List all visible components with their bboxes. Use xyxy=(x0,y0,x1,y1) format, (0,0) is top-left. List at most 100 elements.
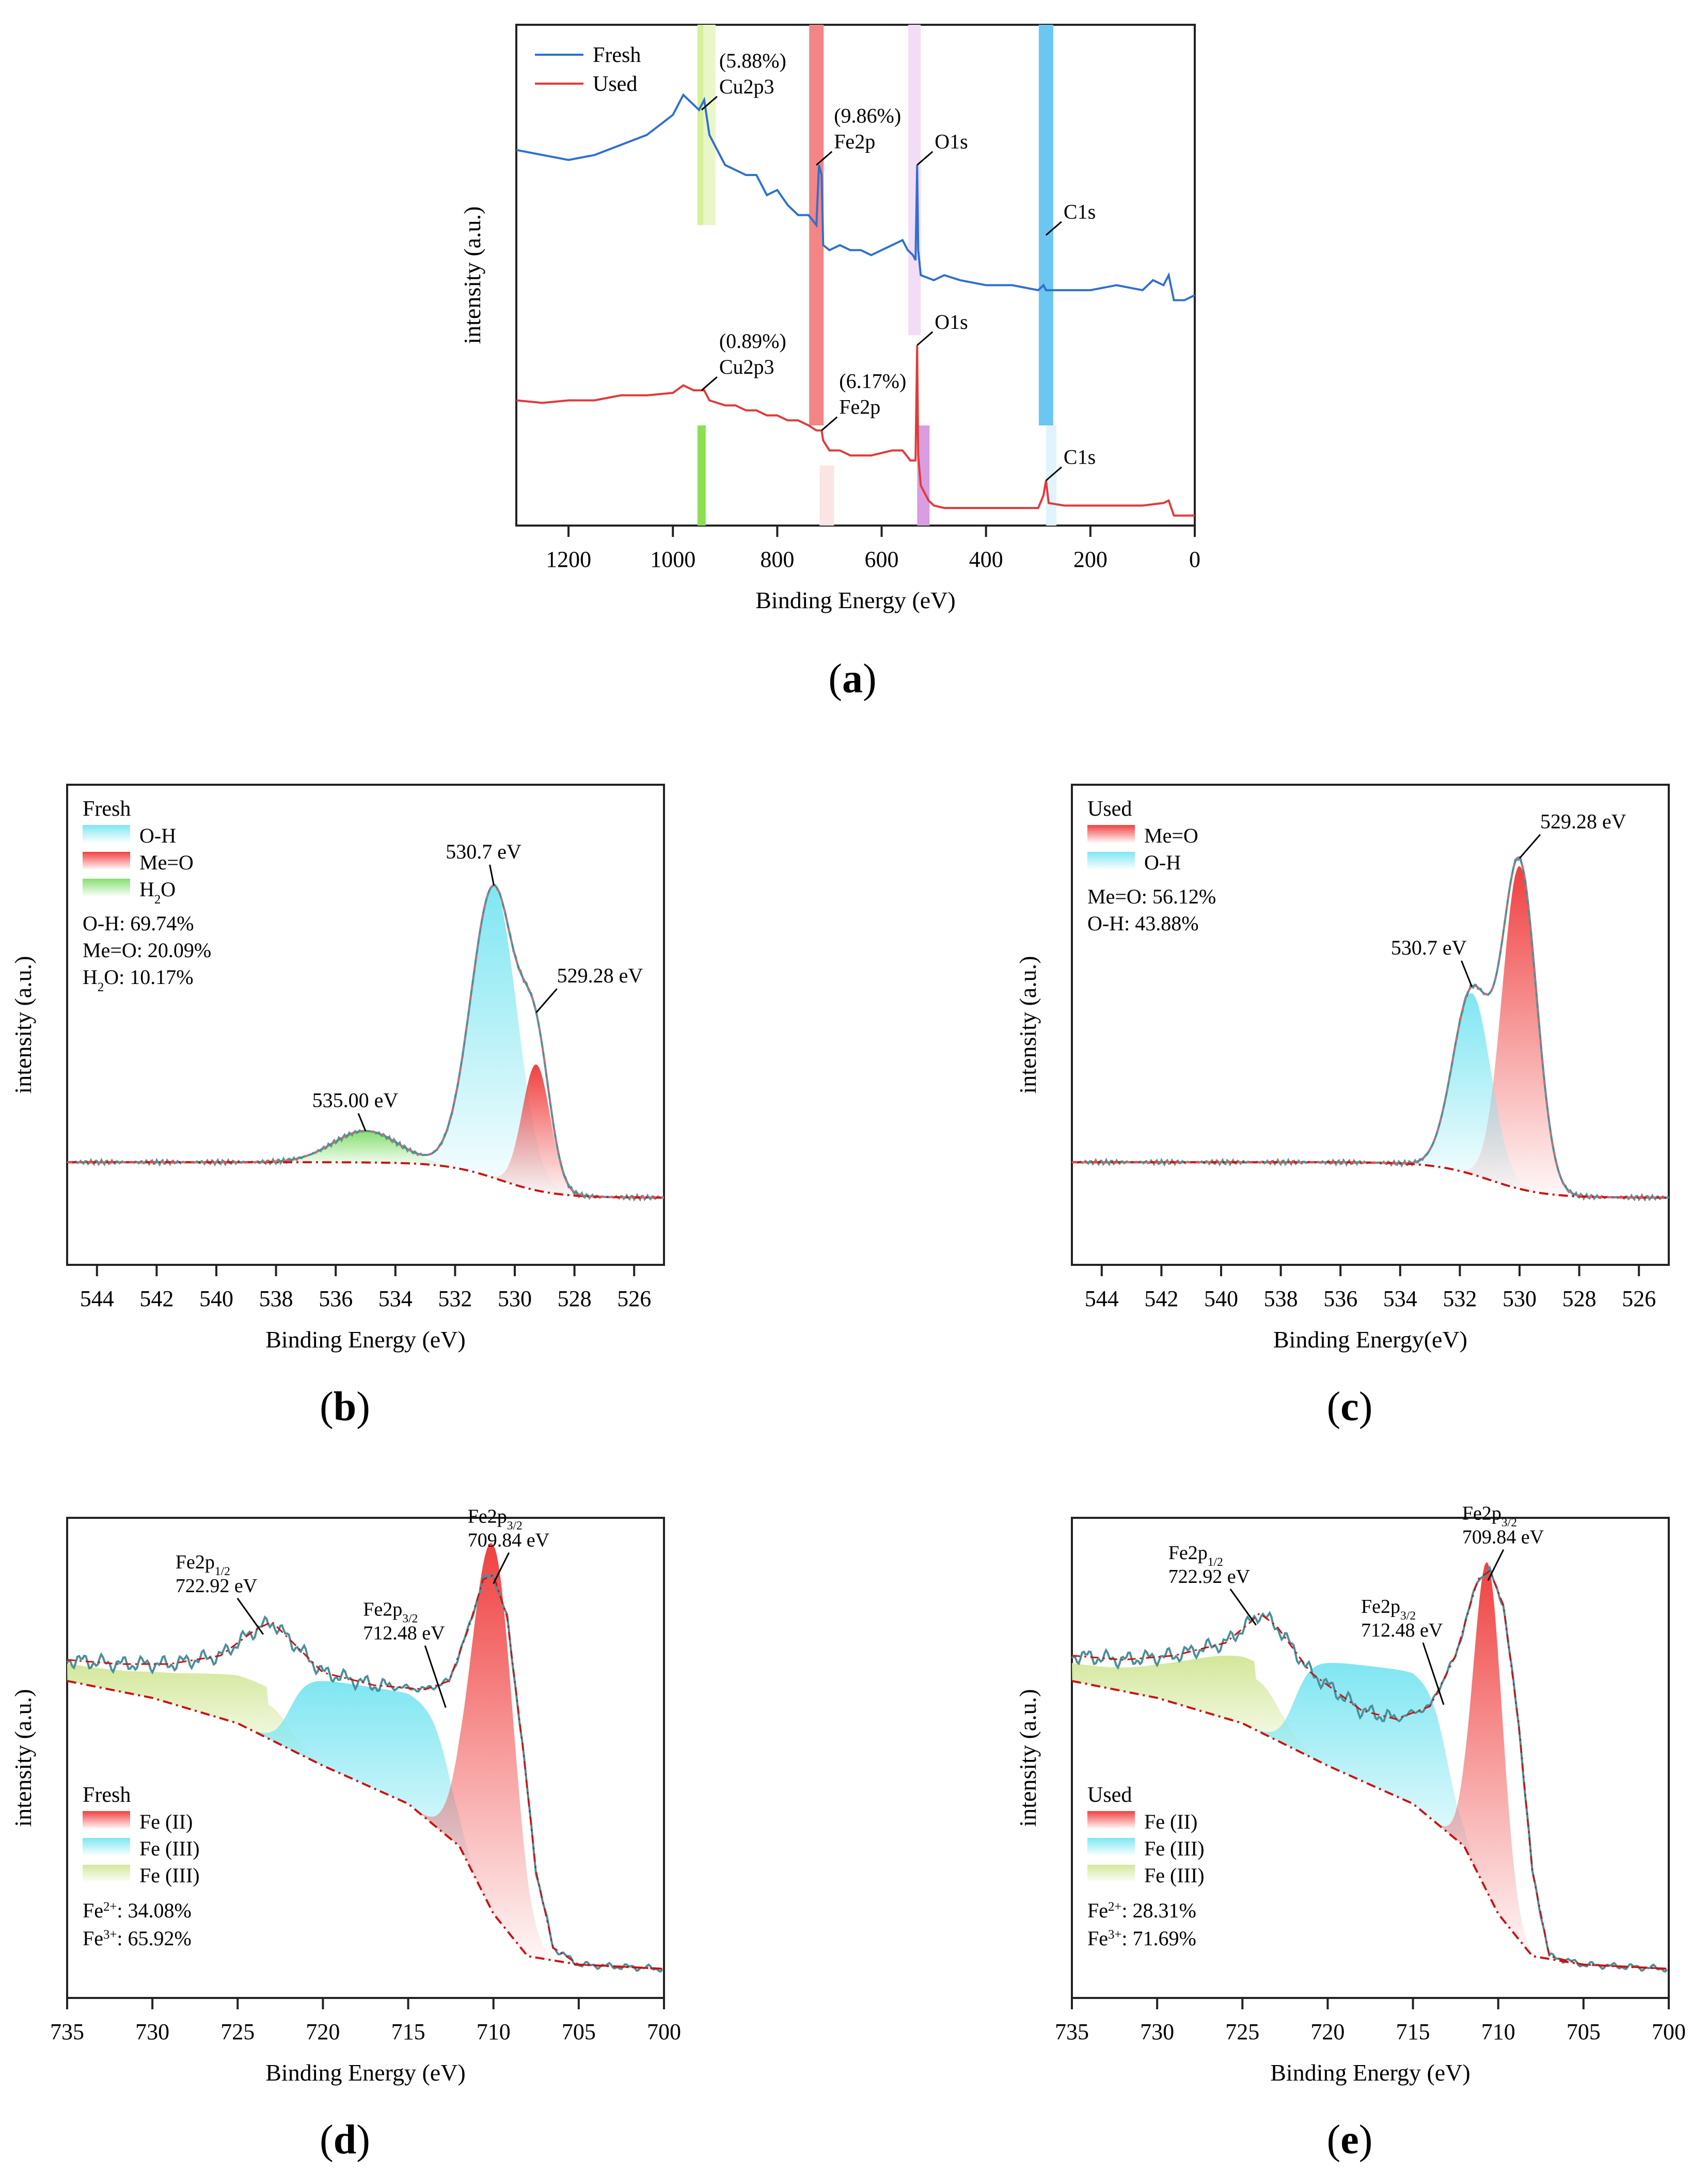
annotation-text: 535.00 eV xyxy=(312,1089,399,1112)
x-tick-label: 532 xyxy=(1443,1286,1477,1311)
x-tick-label: 536 xyxy=(1323,1286,1357,1311)
annotation-text: (9.86%) xyxy=(834,104,901,128)
annotation-label: Fe2p3/2 xyxy=(468,1505,523,1532)
fit-sum-line xyxy=(67,1574,662,1970)
chart-e: 735 730 725 720 715 710 705 700 Binding Energy (… xyxy=(1015,1503,1686,2086)
x-tick-label: 600 xyxy=(865,547,899,572)
y-axis-label: intensity (a.u.) xyxy=(459,207,485,344)
annotation-leader xyxy=(236,1597,264,1635)
y-axis-label: intensity (a.u.) xyxy=(1015,956,1041,1094)
x-tick-label: 536 xyxy=(319,1286,353,1311)
composition-text: Me=O: 56.12% xyxy=(1087,885,1216,908)
y-axis-label: intensity (a.u.) xyxy=(1015,1689,1041,1827)
x-tick-label: 540 xyxy=(199,1286,233,1311)
x-tick-label: 528 xyxy=(558,1286,592,1311)
composition-text: H2O: 10.17% xyxy=(83,965,194,994)
composition-text: Fe3+: 71.69% xyxy=(1087,1927,1196,1950)
peak-fill xyxy=(1259,1662,1481,1880)
legend-label: Me=O xyxy=(139,851,194,874)
composition-text: O-H: 43.88% xyxy=(1087,912,1199,935)
annotation-label: Fe2p1/2 xyxy=(1168,1542,1223,1569)
x-tick-label: 710 xyxy=(1481,2019,1515,2044)
x-tick-label: 526 xyxy=(1622,1286,1656,1311)
x-tick-label: 534 xyxy=(1383,1286,1417,1311)
element-band xyxy=(908,25,921,336)
x-tick-label: 530 xyxy=(1503,1286,1537,1311)
legend-label: Used xyxy=(593,72,637,96)
annotation-text: 530.7 eV xyxy=(1391,936,1467,959)
annotation-label: Fe2p1/2 xyxy=(176,1551,230,1578)
x-tick-label: 700 xyxy=(647,2019,681,2044)
annotation-label: Fe2p3/2 xyxy=(363,1599,418,1626)
x-tick-label: 710 xyxy=(477,2019,511,2044)
x-axis-label: Binding Energy (eV) xyxy=(755,587,956,613)
x-tick-label: 544 xyxy=(80,1286,114,1311)
x-tick-label: 720 xyxy=(306,2019,340,2044)
legend-label: Fe (III) xyxy=(139,1837,200,1860)
legend-swatch xyxy=(1087,1865,1135,1882)
background-line xyxy=(1071,1680,1667,1970)
legend-label: O-H xyxy=(139,824,176,847)
element-band xyxy=(1038,25,1053,425)
legend-swatch xyxy=(83,879,130,896)
x-tick-label: 534 xyxy=(378,1286,413,1311)
x-tick-label: 400 xyxy=(969,547,1003,572)
composition-text: Fe3+: 65.92% xyxy=(83,1927,192,1950)
element-band xyxy=(819,465,834,526)
legend-label: Fresh xyxy=(593,43,641,67)
y-axis-label: intensity (a.u.) xyxy=(10,1689,36,1827)
annotation-value: 722.92 eV xyxy=(1168,1566,1251,1588)
x-tick-label: 542 xyxy=(139,1286,173,1311)
legend-label: Fe (III) xyxy=(1144,1837,1205,1860)
annotation-leader xyxy=(816,151,833,166)
legend-label: H2O xyxy=(139,878,176,907)
annotation-leader xyxy=(1422,1642,1445,1705)
x-tick-label: 532 xyxy=(438,1286,472,1311)
annotation-text: C1s xyxy=(1064,200,1096,223)
plot-frame xyxy=(1071,784,1670,1266)
panel-label-a: (a) xyxy=(828,656,877,702)
annotation-label: Fe2p3/2 xyxy=(1462,1503,1517,1530)
annotation-leader xyxy=(357,1113,367,1132)
annotation-value: 712.48 eV xyxy=(1361,1620,1443,1641)
raw-spectrum-line xyxy=(1071,855,1669,1202)
annotation-value: 722.92 eV xyxy=(176,1575,258,1597)
composition-text: Me=O: 20.09% xyxy=(83,939,211,962)
annotation-text: Fe2p xyxy=(839,395,880,419)
y-axis-label: intensity (a.u.) xyxy=(10,956,36,1094)
peak-fill xyxy=(422,1543,559,1961)
annotation-leader xyxy=(1045,466,1062,481)
legend-label: Fe (II) xyxy=(139,1810,193,1833)
annotation-label: Fe2p3/2 xyxy=(1361,1596,1416,1623)
x-tick-label: 700 xyxy=(1652,2019,1686,2044)
chart-d: 735 730 725 720 715 710 705 700 Binding Energy (… xyxy=(10,1505,681,2086)
plot-frame xyxy=(515,24,1196,527)
peak-fill xyxy=(1440,1562,1536,1957)
x-tick-label: 1000 xyxy=(650,547,695,572)
annotation-leader xyxy=(916,331,934,346)
raw-spectrum-line xyxy=(66,1574,663,1973)
annotation-text: O1s xyxy=(935,310,968,334)
chart-b: 544 542 540 538 536 534 532 530 528 526 Binding En… xyxy=(10,784,665,1353)
annotation-text: C1s xyxy=(1064,446,1096,469)
fit-sum-line xyxy=(1071,1569,1667,1970)
x-axis-label: Binding Energy(eV) xyxy=(1273,1326,1467,1353)
annotation-leader xyxy=(1519,834,1541,859)
annotation-leader xyxy=(1461,960,1473,987)
x-axis-label: Binding Energy (eV) xyxy=(265,2059,466,2086)
element-band xyxy=(697,425,706,526)
x-tick-label: 540 xyxy=(1204,1286,1238,1311)
legend-label: Fe (III) xyxy=(1144,1864,1205,1887)
legend-swatch xyxy=(83,1838,130,1855)
peak-fill xyxy=(256,1681,483,1894)
annotation-text: Cu2p3 xyxy=(719,75,774,98)
legend-swatch xyxy=(1087,1838,1135,1855)
legend-swatch xyxy=(1087,852,1135,869)
panel-label-d: (d) xyxy=(320,2117,370,2163)
chart-a: 1200 1000 800 600 400 200 0 Binding Energy (eV)… xyxy=(459,24,1200,613)
annotation-leader xyxy=(1045,221,1062,236)
legend-swatch xyxy=(83,1865,130,1882)
annotation-text: Fe2p xyxy=(834,130,875,153)
panel-label-e: (e) xyxy=(1326,2117,1373,2163)
peak-fill xyxy=(1072,1655,1321,1763)
